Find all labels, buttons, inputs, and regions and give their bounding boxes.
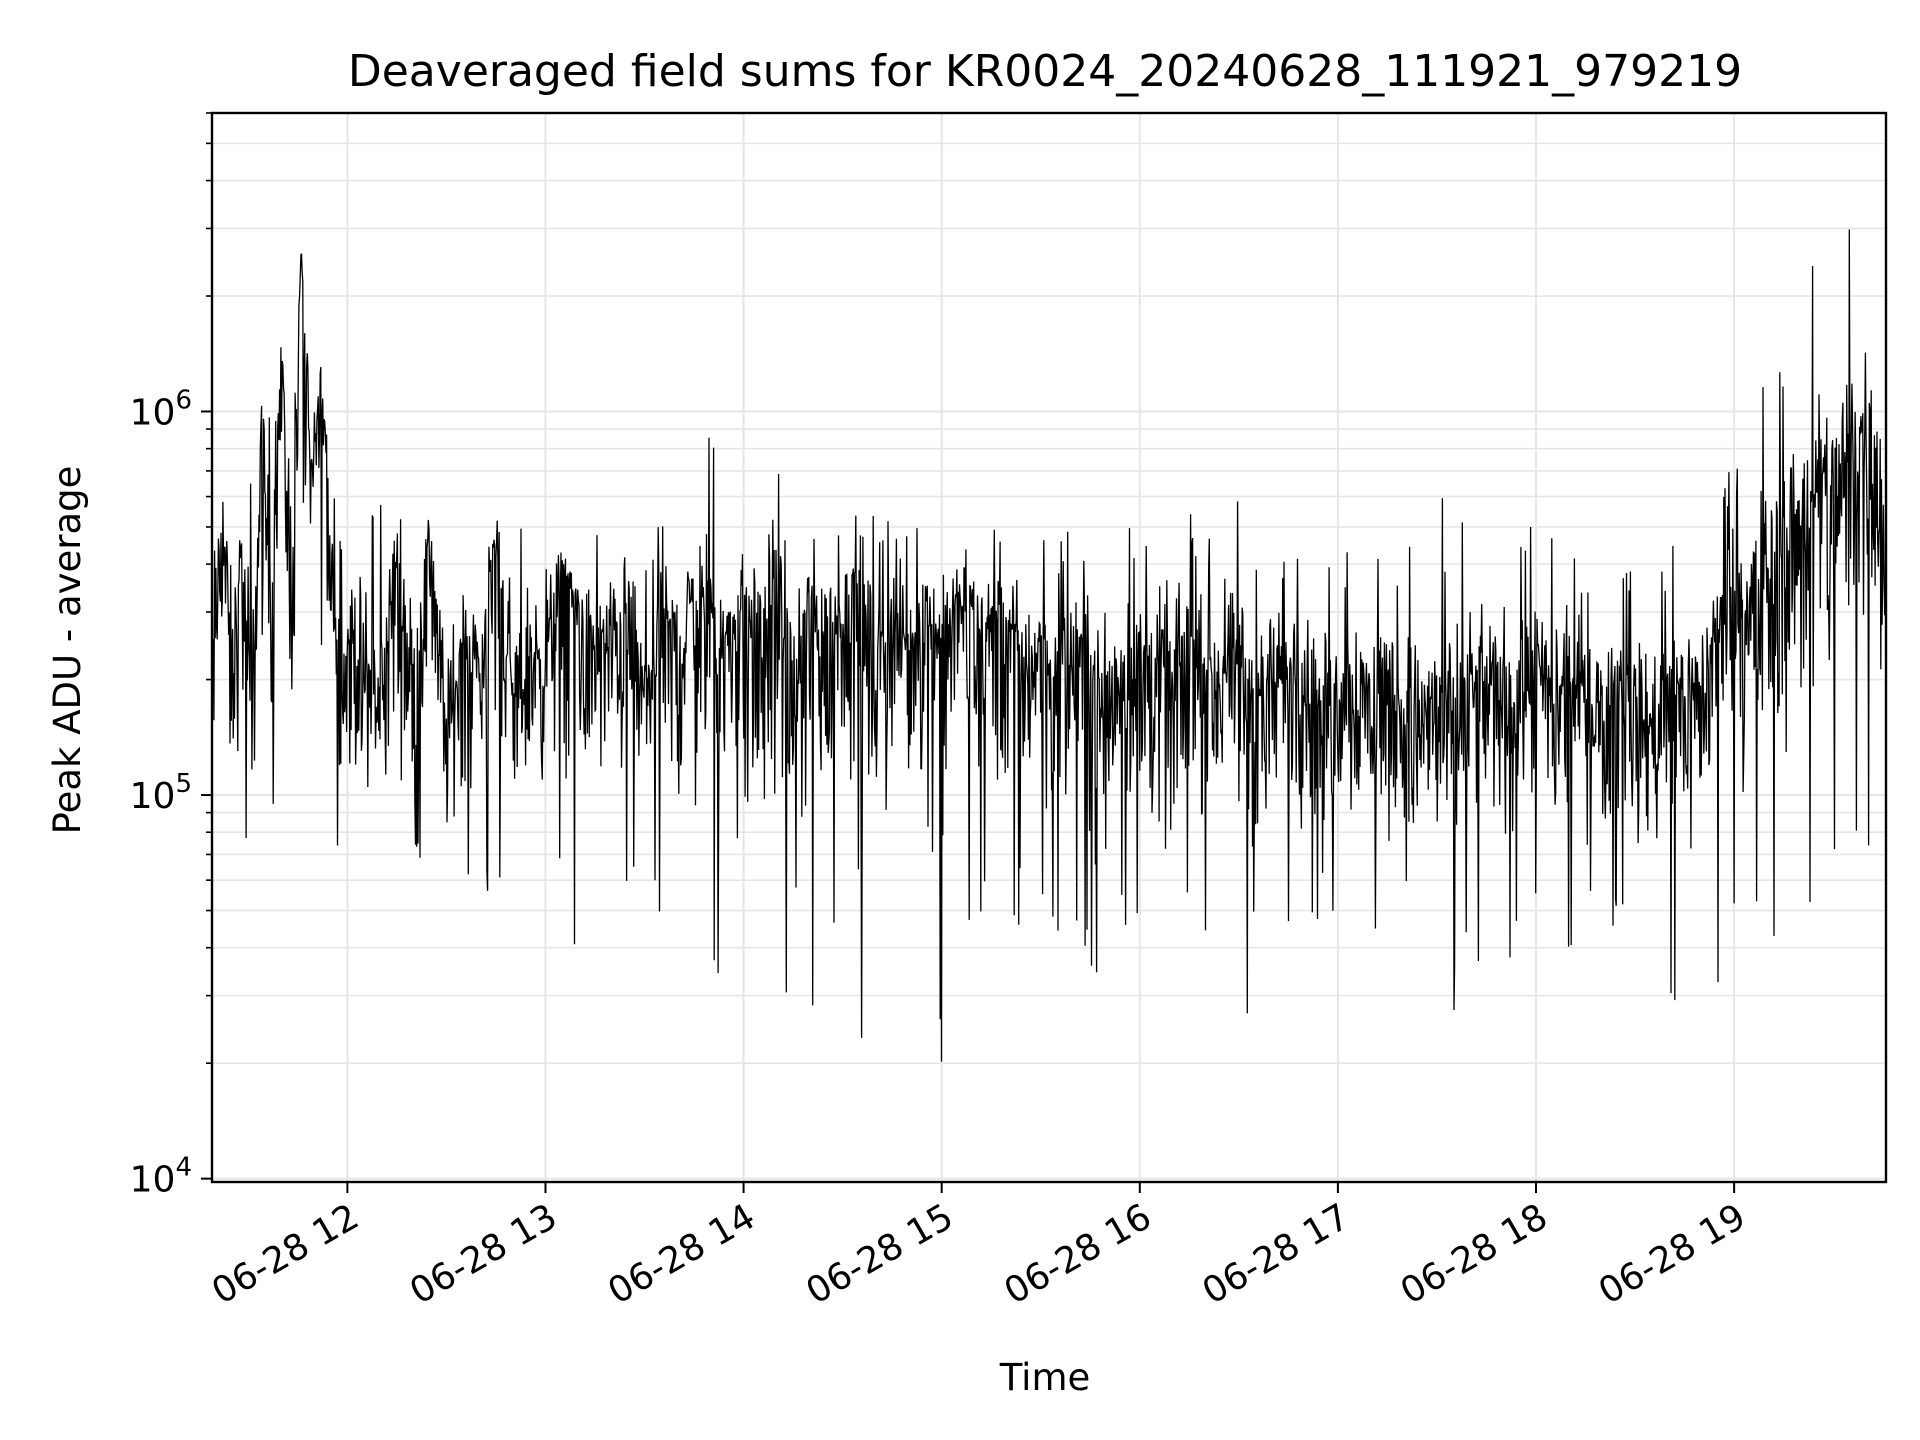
x-tick-label: 06-28 13 bbox=[403, 1196, 564, 1312]
x-tick-label: 06-28 19 bbox=[1592, 1196, 1753, 1312]
y-tick-exponent: 6 bbox=[175, 385, 192, 415]
series-path bbox=[211, 229, 1887, 1062]
y-tick-label: 104 bbox=[130, 1153, 192, 1201]
x-axis: 06-28 12 06-28 13 06-28 14 06-28 15 06-28 16… bbox=[205, 1182, 1753, 1313]
y-tick-base: 10 bbox=[130, 1160, 176, 1201]
chart-title: Deaveraged field sums for KR0024_2024062… bbox=[348, 46, 1742, 97]
y-tick-base: 10 bbox=[130, 392, 176, 433]
y-tick-exponent: 4 bbox=[175, 1153, 192, 1183]
x-tick-label: 06-28 17 bbox=[1196, 1196, 1357, 1312]
y-tick-label: 106 bbox=[130, 385, 192, 433]
x-axis-title: Time bbox=[999, 1356, 1091, 1399]
series-line bbox=[211, 229, 1887, 1062]
y-axis-title: Peak ADU - average bbox=[46, 466, 89, 835]
y-tick-label: 105 bbox=[130, 769, 192, 817]
x-tick-label: 06-28 18 bbox=[1394, 1196, 1555, 1312]
x-tick-label: 06-28 14 bbox=[601, 1196, 762, 1312]
y-tick-exponent: 5 bbox=[175, 769, 192, 799]
y-tick-base: 10 bbox=[130, 776, 176, 817]
plot-frame bbox=[210, 111, 1888, 1184]
x-tick-label: 06-28 16 bbox=[998, 1196, 1159, 1312]
x-tick-label: 06-28 15 bbox=[800, 1196, 961, 1312]
x-tick-label: 06-28 12 bbox=[205, 1196, 366, 1312]
